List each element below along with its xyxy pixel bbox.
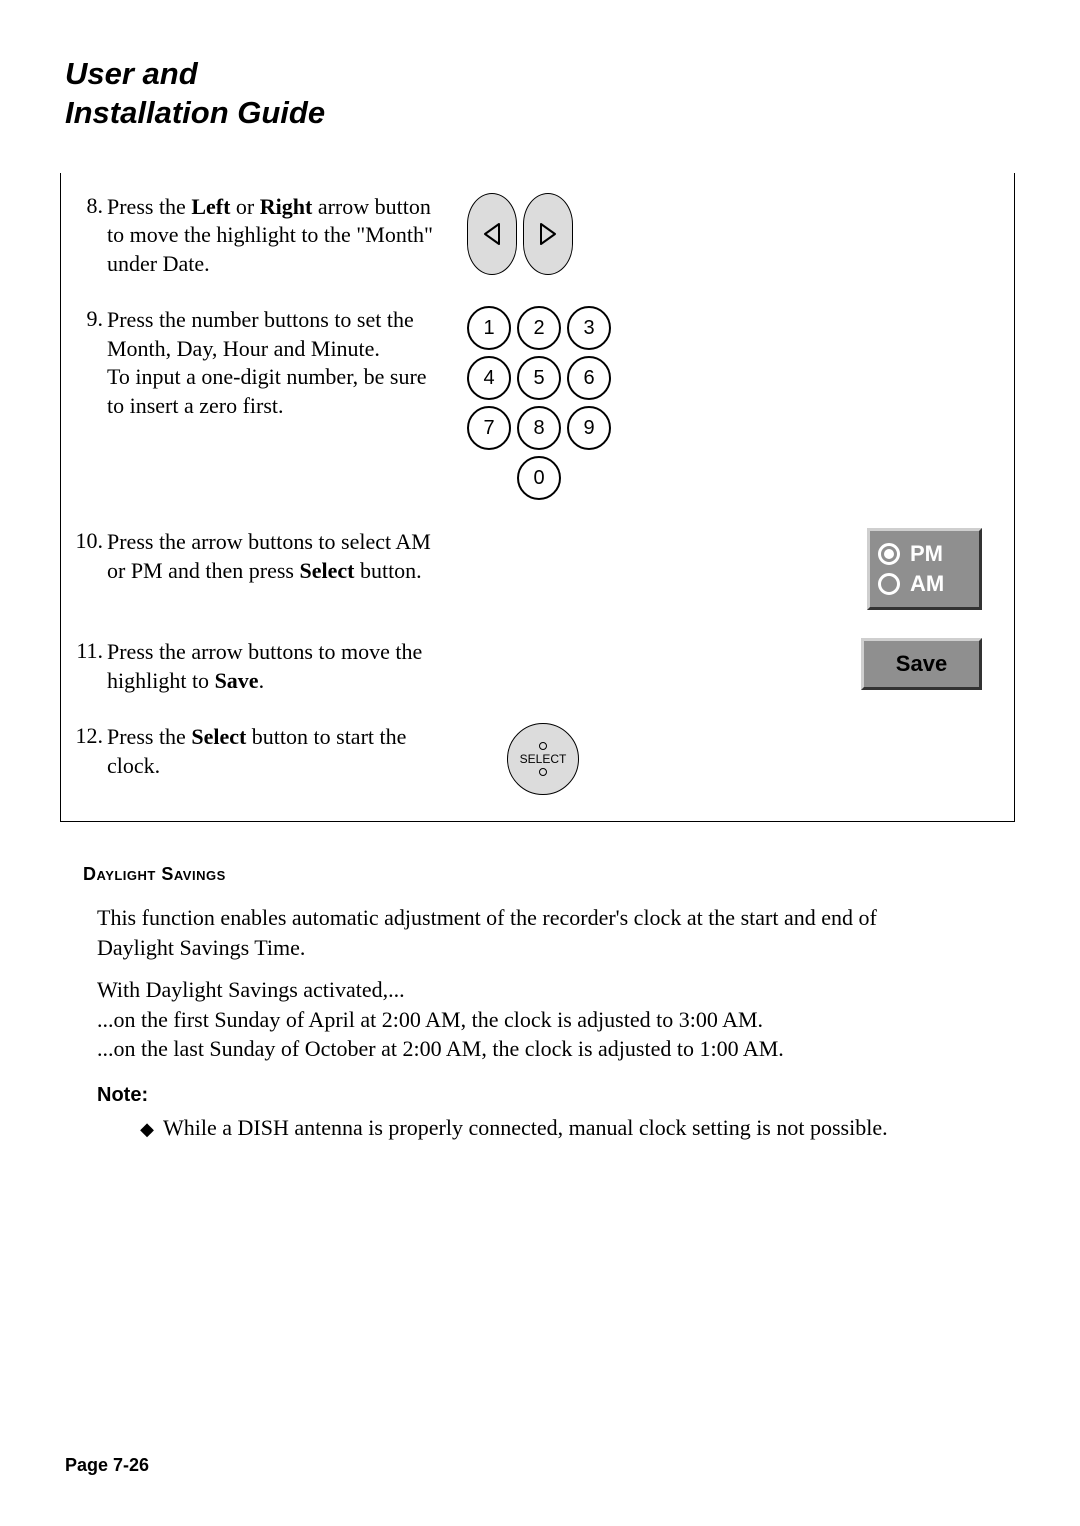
title-line2: Installation Guide: [65, 95, 325, 130]
step-number: 8.: [61, 193, 107, 219]
key-3: 3: [567, 306, 611, 350]
key-1: 1: [467, 306, 511, 350]
step-text: Press the arrow buttons to move the high…: [107, 638, 447, 695]
step-9-graphic: 1 2 3 4 5 6 7 8 9 0: [447, 306, 1002, 500]
step-number: 12.: [61, 723, 107, 749]
right-arrow-icon: [523, 193, 573, 275]
key-4: 4: [467, 356, 511, 400]
key-2: 2: [517, 306, 561, 350]
step-8: 8. Press the Left or Right arrow button …: [61, 193, 1002, 279]
step-number: 10.: [61, 528, 107, 554]
dot-icon: [539, 742, 547, 750]
save-button: Save: [861, 638, 982, 690]
step-8-graphic: [447, 193, 1002, 275]
key-8: 8: [517, 406, 561, 450]
steps-container: 8. Press the Left or Right arrow button …: [60, 173, 1015, 823]
step-9: 9. Press the number buttons to set the M…: [61, 306, 1002, 500]
step-11: 11. Press the arrow buttons to move the …: [61, 638, 1002, 695]
key-5: 5: [517, 356, 561, 400]
daylight-p2: With Daylight Savings activated,...: [97, 975, 925, 1005]
step-number: 11.: [61, 638, 107, 664]
select-button-icon: SELECT: [507, 723, 579, 795]
step-10-graphic: PM AM: [447, 528, 1002, 610]
daylight-p1: This function enables automatic adjustme…: [97, 903, 925, 962]
radio-am-icon: [878, 573, 900, 595]
daylight-p3: ...on the first Sunday of April at 2:00 …: [97, 1005, 925, 1035]
key-0: 0: [517, 456, 561, 500]
key-7: 7: [467, 406, 511, 450]
step-11-graphic: Save: [447, 638, 1002, 690]
title-line1: User and: [65, 56, 198, 91]
ampm-panel: PM AM: [867, 528, 982, 610]
number-keypad: 1 2 3 4 5 6 7 8 9 0: [467, 306, 611, 500]
page-footer: Page 7-26: [65, 1455, 149, 1476]
select-label: SELECT: [520, 752, 567, 766]
dot-icon: [539, 768, 547, 776]
daylight-body: This function enables automatic adjustme…: [97, 903, 925, 1063]
key-6: 6: [567, 356, 611, 400]
page-title: User and Installation Guide: [65, 55, 1015, 133]
step-number: 9.: [61, 306, 107, 332]
left-arrow-icon: [467, 193, 517, 275]
note-list: While a DISH antenna is properly connect…: [123, 1113, 925, 1143]
step-text: Press the arrow buttons to select AM or …: [107, 528, 447, 585]
step-text: Press the Select button to start the clo…: [107, 723, 447, 780]
radio-pm-icon: [878, 543, 900, 565]
daylight-p4: ...on the last Sunday of October at 2:00…: [97, 1034, 925, 1064]
step-10: 10. Press the arrow buttons to select AM…: [61, 528, 1002, 610]
note-item: While a DISH antenna is properly connect…: [163, 1113, 925, 1143]
step-12: 12. Press the Select button to start the…: [61, 723, 1002, 795]
step-text: Press the number buttons to set the Mont…: [107, 306, 447, 420]
daylight-heading: Daylight Savings: [83, 864, 1015, 885]
step-12-graphic: SELECT: [447, 723, 1002, 795]
key-9: 9: [567, 406, 611, 450]
pm-label: PM: [910, 541, 943, 567]
step-text: Press the Left or Right arrow button to …: [107, 193, 447, 279]
am-label: AM: [910, 571, 944, 597]
page: User and Installation Guide 8. Press the…: [0, 0, 1080, 1526]
note-label: Note:: [97, 1084, 1015, 1107]
